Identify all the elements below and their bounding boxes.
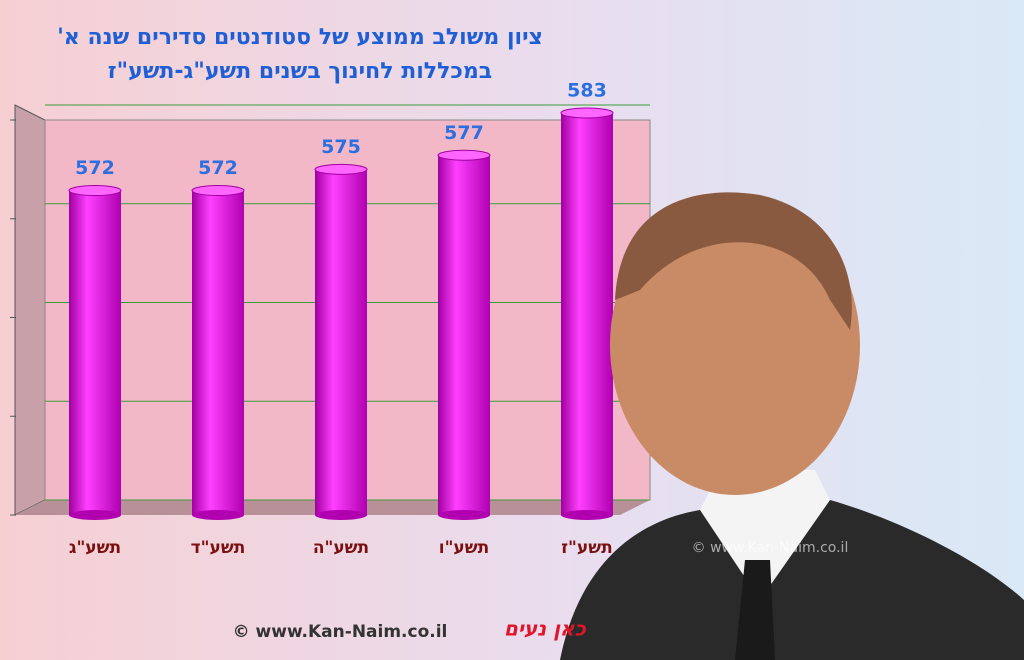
- bar-top: [437, 149, 491, 161]
- photo-watermark: © www.Kan-Naim.co.il: [692, 540, 849, 556]
- bar-top: [191, 185, 245, 197]
- value-label: 575: [321, 136, 361, 158]
- photo: [560, 192, 1024, 660]
- x-tick-label: תשע"ד: [191, 538, 246, 558]
- bar: [561, 112, 613, 516]
- bar-top: [560, 107, 614, 119]
- x-tick-label: תשע"ז: [561, 538, 613, 558]
- bar: [438, 155, 490, 515]
- bar: [69, 190, 121, 516]
- bar-top: [314, 163, 368, 175]
- chart-subtitle: במכללות לחינוך בשנים תשע"ג-תשע"ז: [108, 59, 492, 84]
- x-tick-label: תשע"ו: [439, 538, 490, 558]
- bar-base: [192, 510, 244, 520]
- x-tick-label: תשע"ג: [69, 538, 121, 558]
- bar-base: [69, 510, 121, 520]
- bar-base: [315, 510, 367, 520]
- bar: [192, 190, 244, 516]
- bar-top: [68, 185, 122, 197]
- value-label: 572: [198, 157, 238, 179]
- bar: [315, 169, 367, 515]
- chart-title: ציון משולב ממוצע של סטודנטים סדירים שנה …: [57, 25, 543, 50]
- side-wall: [14, 104, 46, 516]
- logo: כאן נעים: [504, 617, 587, 641]
- value-label: 572: [75, 157, 115, 179]
- x-tick-label: תשע"ה: [313, 538, 369, 558]
- value-label: 583: [567, 79, 607, 101]
- bar-base: [561, 510, 613, 520]
- value-label: 577: [444, 122, 484, 144]
- watermark: © www.Kan-Naim.co.il: [233, 622, 448, 642]
- bar-base: [438, 510, 490, 520]
